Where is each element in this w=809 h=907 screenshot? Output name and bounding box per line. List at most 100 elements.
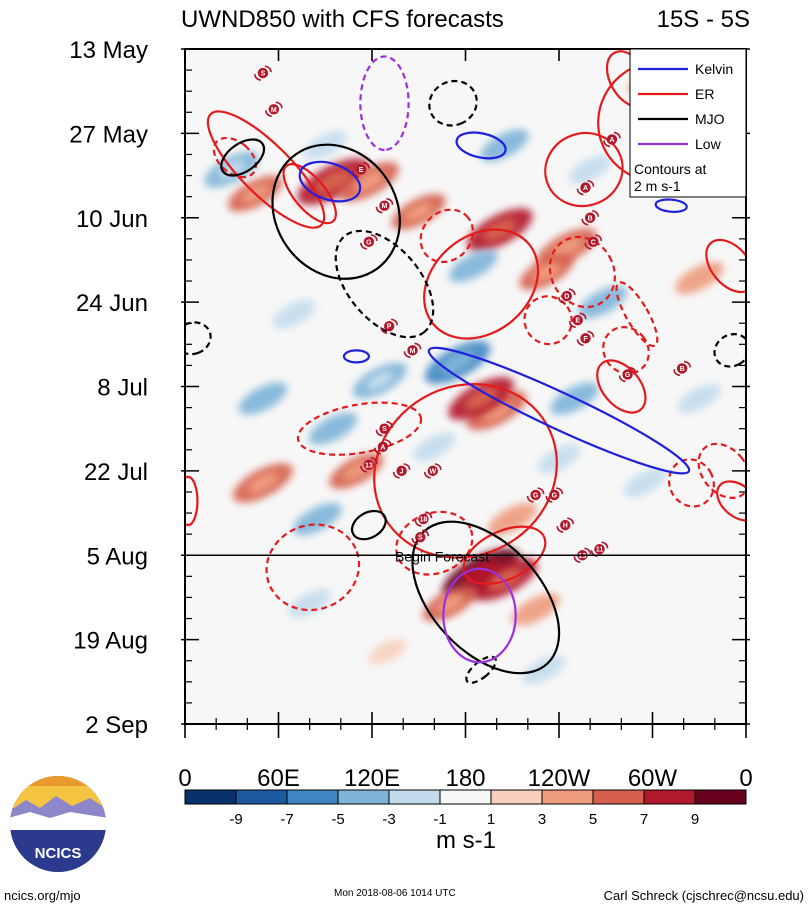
storm-arm [352,170,360,178]
storm-arm [375,429,383,437]
anomaly-blob [412,432,456,462]
storm-label: S [418,535,423,542]
anomaly-blob [308,412,358,445]
storm-marker: P [380,318,398,335]
storm-marker: G [618,366,637,383]
storm-tracks: S M E M G A A B C D E F P M G B S A 13 J W G G 18 H S 13 11 [254,65,691,564]
anomaly-blob-core [464,387,498,410]
logo-cloud [10,812,106,830]
mjo-contour [271,143,401,280]
er-contour [419,208,475,264]
anomaly-blob [623,468,667,498]
storm-label: F [583,336,588,343]
y-tick-label: 5 Aug [87,543,148,570]
colorbar-swatch [184,789,237,805]
storm-arm [584,547,592,555]
storm-symbol [530,489,541,501]
storm-symbol [363,236,375,248]
storm-marker: A [603,131,621,148]
storm-label: 18 [420,517,428,524]
anomaly-blob-core [487,568,521,591]
mjo-contour [428,79,478,127]
storm-arm [683,360,691,368]
storm-arm [360,465,368,473]
storm-arm [275,101,283,109]
storm-label: G [366,239,372,246]
storm-marker: M [375,197,394,214]
legend-label: ER [695,86,714,102]
storm-arm [556,487,564,495]
storm-arm [370,234,378,241]
legend-label: Kelvin [695,61,733,77]
storm-arm [403,463,411,470]
legend-label: MJO [695,111,725,127]
mjo-contour [713,332,746,368]
storm-label: S [382,426,387,433]
colorbar-swatch [388,789,441,805]
storm-symbol [396,465,407,477]
anomaly-blob-core [405,202,433,222]
storm-marker: J [392,463,411,479]
storm-arm [576,339,584,347]
colorbar-swatch [337,789,390,805]
er-contour [697,442,746,499]
colorbar-level: -7 [280,811,293,828]
storm-arm [573,556,581,564]
anomaly-blob-core [247,472,278,494]
chart-title: UWND850 with CFS forecasts [181,6,504,33]
storm-label: A [609,137,614,144]
storm-label: 11 [596,547,604,554]
storm-arm [423,471,431,479]
mjo-contour [334,229,435,339]
anomaly-blob [487,502,537,536]
er-contour [716,480,746,522]
storm-label: M [410,348,416,355]
storm-marker: A [576,179,595,196]
storm-symbol [383,321,395,332]
y-tick-label: 22 Jul [84,459,148,486]
storm-arm [386,197,394,205]
storm-symbol [549,489,560,501]
storm-label: M [382,203,388,210]
storm-marker: G [360,234,378,250]
er-contour [212,136,257,179]
storm-symbol [561,290,572,302]
storm-symbol [415,531,426,543]
anomaly-blob [677,384,721,413]
colorbar-swatch [643,789,696,805]
colorbar-swatch [694,789,747,805]
storm-arm [414,342,422,350]
colorbar-swatch [490,789,543,805]
storm-symbol [427,465,438,477]
storm-marker: S [411,529,430,545]
anomaly-blob [288,589,332,618]
er-contour [596,359,647,414]
storm-marker: W [423,463,442,479]
er-contour [667,458,715,508]
storm-marker: 18 [414,511,433,527]
storm-symbol [676,363,688,374]
storm-arm [579,312,587,320]
storm-label: E [359,167,364,174]
storm-arm [390,318,398,326]
storm-marker: H [556,517,575,533]
storm-symbol [377,441,389,452]
storm-label: G [533,492,539,499]
storm-arm [556,526,564,533]
legend: Kelvin ER MJO Low Contours at 2 m s-1 [629,48,747,198]
y-tick-label: 8 Jul [97,375,148,402]
er-contour [423,228,540,340]
storm-symbol [606,134,618,145]
storm-arm [581,218,589,226]
legend-note-line2: 2 m s-1 [634,178,681,194]
storm-label: S [261,71,266,78]
er-contour [548,235,616,309]
storm-arm [545,495,553,503]
storm-marker: F [576,330,595,347]
storm-label: H [563,523,568,530]
storm-symbol [572,315,583,326]
storm-arm [587,179,595,187]
forecast-label: Begin Forecast [395,548,489,564]
er-contour [705,238,746,294]
footer-site[interactable]: ncics.org/mjo [4,888,81,903]
